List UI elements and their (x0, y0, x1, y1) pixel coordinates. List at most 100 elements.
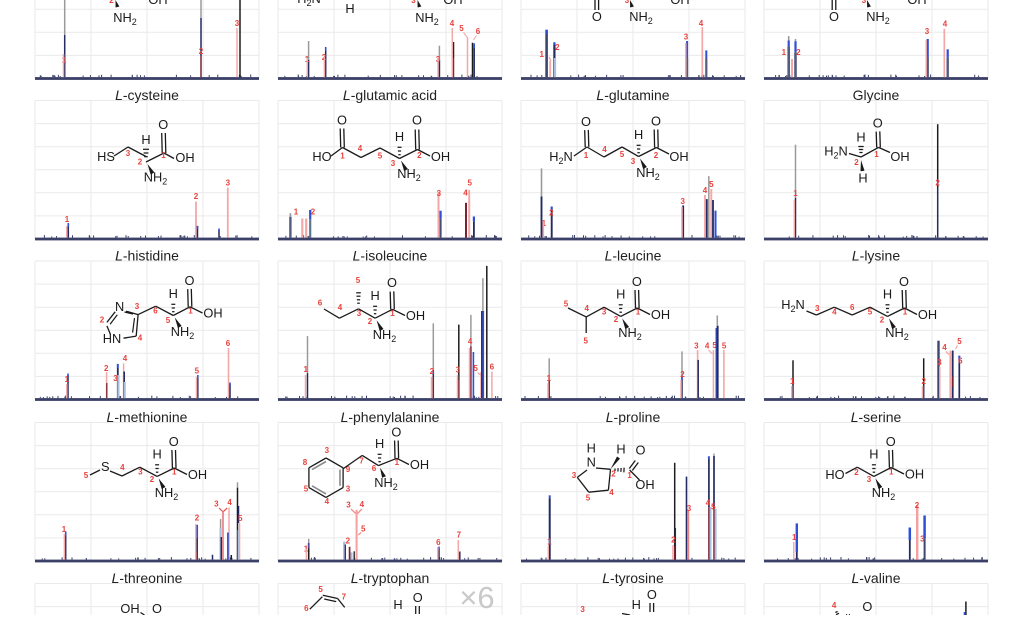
svg-text:OH: OH (651, 307, 670, 322)
svg-text:6: 6 (490, 363, 495, 372)
svg-text:L-leucine: L-leucine (605, 248, 662, 264)
svg-text:OH: OH (175, 150, 194, 165)
svg-text:3: 3 (391, 159, 396, 168)
svg-text:4: 4 (706, 499, 711, 508)
svg-text:HN: HN (103, 331, 121, 346)
svg-text:1: 1 (793, 189, 798, 198)
svg-text:O: O (185, 273, 195, 288)
svg-text:N: N (587, 455, 596, 470)
svg-text:4: 4 (609, 488, 614, 497)
svg-text:1: 1 (294, 208, 299, 217)
svg-text:L-methionine: L-methionine (107, 409, 188, 425)
svg-text:5: 5 (459, 24, 464, 33)
svg-text:3: 3 (572, 471, 577, 480)
svg-text:1: 1 (62, 525, 67, 534)
svg-text:H: H (858, 171, 867, 186)
svg-text:H: H (616, 287, 625, 302)
svg-text:3: 3 (113, 374, 118, 383)
svg-text:O: O (592, 9, 602, 24)
svg-text:4: 4 (942, 343, 947, 352)
svg-text:2: 2 (654, 151, 659, 160)
svg-text:O: O (899, 274, 909, 289)
svg-text:2: 2 (915, 501, 920, 510)
svg-text:3: 3 (815, 304, 820, 313)
svg-text:1: 1 (65, 215, 70, 224)
svg-text:H: H (370, 288, 379, 303)
svg-text:4: 4 (468, 337, 473, 346)
svg-text:6: 6 (476, 27, 481, 36)
svg-text:2: 2 (109, 0, 114, 5)
svg-text:4: 4 (584, 304, 589, 313)
svg-text:2: 2 (880, 316, 885, 325)
svg-text:OH: OH (431, 149, 450, 164)
svg-text:L-isoleucine: L-isoleucine (353, 248, 428, 264)
svg-text:OH: OH (120, 601, 139, 615)
svg-text:5: 5 (467, 178, 472, 187)
svg-text:OH: OH (148, 0, 167, 7)
svg-text:L-valine: L-valine (851, 570, 900, 586)
svg-text:4: 4 (450, 19, 455, 28)
svg-text:3: 3 (411, 0, 416, 5)
svg-text:4: 4 (943, 20, 948, 29)
svg-text:2: 2 (104, 364, 109, 373)
svg-text:2: 2 (346, 537, 351, 546)
svg-text:O: O (391, 425, 401, 440)
svg-text:4: 4 (123, 354, 128, 363)
svg-text:2: 2 (680, 370, 685, 379)
svg-text:OH: OH (406, 308, 425, 323)
svg-text:2: 2 (430, 367, 435, 376)
svg-text:3: 3 (920, 535, 925, 544)
svg-text:5: 5 (195, 367, 200, 376)
svg-text:..: .. (845, 607, 851, 615)
svg-text:3: 3 (135, 302, 140, 311)
svg-text:4: 4 (338, 303, 343, 312)
svg-text:1: 1 (539, 50, 544, 59)
svg-text:2: 2 (199, 47, 204, 56)
svg-text:2: 2 (854, 158, 859, 167)
svg-text:3: 3 (631, 157, 636, 166)
svg-text:OH: OH (443, 0, 462, 7)
svg-text:7: 7 (457, 531, 462, 540)
svg-text:L-phenylalanine: L-phenylalanine (341, 409, 440, 425)
svg-text:5: 5 (238, 514, 243, 523)
svg-text:6: 6 (958, 357, 963, 366)
svg-text:4: 4 (358, 144, 363, 153)
svg-text:6: 6 (304, 604, 309, 613)
svg-text:4: 4 (699, 19, 704, 28)
svg-text:OH: OH (188, 467, 207, 482)
svg-text:7: 7 (359, 457, 364, 466)
svg-text:3: 3 (625, 0, 630, 5)
svg-text:5: 5 (564, 300, 569, 309)
svg-text:3: 3 (925, 27, 930, 36)
svg-text:8: 8 (303, 458, 308, 467)
svg-text:H: H (393, 597, 402, 612)
svg-text:×6: ×6 (459, 580, 494, 615)
svg-text:2: 2 (195, 514, 200, 523)
svg-text:4: 4 (227, 498, 232, 507)
svg-text:O: O (829, 9, 839, 24)
svg-text:3: 3 (937, 358, 942, 367)
svg-text:O: O (169, 434, 179, 449)
svg-text:L-tryptophan: L-tryptophan (351, 570, 430, 586)
svg-text:7: 7 (342, 593, 347, 602)
svg-text:OH: OH (907, 0, 926, 7)
svg-text:5: 5 (378, 152, 383, 161)
svg-text:2: 2 (796, 48, 801, 57)
svg-text:3: 3 (437, 189, 442, 198)
svg-text:HO: HO (312, 149, 331, 164)
svg-text:L-proline: L-proline (606, 409, 661, 425)
svg-text:O: O (412, 113, 422, 128)
svg-text:OH: OH (203, 306, 222, 321)
svg-text:4: 4 (360, 500, 365, 509)
svg-text:2: 2 (555, 43, 560, 52)
svg-text:Glycine: Glycine (853, 87, 900, 103)
svg-text:5: 5 (84, 471, 89, 480)
svg-text:H: H (856, 130, 865, 145)
svg-text:H: H (883, 287, 892, 302)
svg-text:4: 4 (463, 188, 468, 197)
svg-text:5: 5 (709, 180, 714, 189)
svg-text:6: 6 (850, 303, 855, 312)
svg-text:L-glutamine: L-glutamine (596, 87, 669, 103)
svg-text:1: 1 (547, 538, 552, 547)
svg-text:L-threonine: L-threonine (112, 570, 183, 586)
